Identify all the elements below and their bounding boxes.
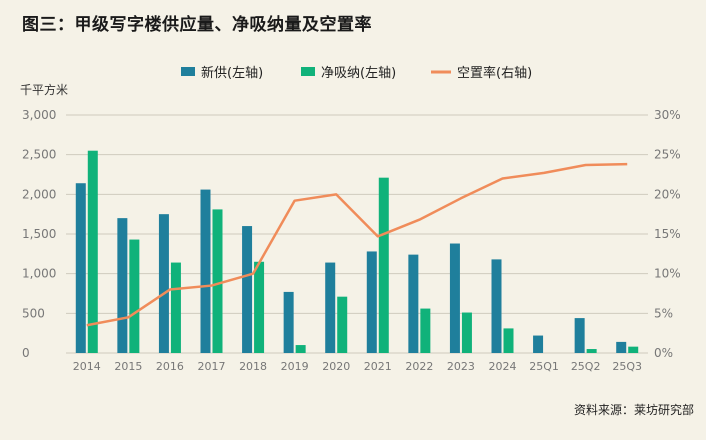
bar-supply (616, 341, 627, 353)
right-tick-label: 10% (654, 267, 681, 281)
bar-supply (533, 335, 544, 353)
legend-item: 空置率(右轴) (431, 65, 532, 81)
x-tick-label: 2022 (405, 360, 433, 373)
bar-supply (117, 218, 128, 353)
bar-supply (75, 183, 86, 353)
x-tick-label: 2019 (281, 360, 309, 373)
grid-lines (66, 114, 648, 354)
x-tick-label: 2021 (364, 360, 392, 373)
left-tick-label: 3,000 (22, 108, 56, 122)
bar-absorption (170, 262, 181, 353)
left-tick-label: 500 (22, 306, 45, 320)
x-tick-label: 2020 (322, 360, 350, 373)
bar-absorption (254, 261, 265, 353)
x-tick-label: 25Q1 (529, 360, 559, 373)
left-tick-label: 1,500 (22, 227, 56, 241)
legend-label: 新供(左轴) (201, 65, 263, 81)
x-tick-label: 2023 (447, 360, 475, 373)
bar-absorption (628, 346, 639, 353)
x-tick-label: 2015 (114, 360, 142, 373)
left-axis: 0 500 1,000 1,500 2,000 2,500 3,000 (22, 108, 56, 360)
bar-supply (449, 243, 460, 353)
left-tick-label: 0 (22, 346, 30, 360)
bar-supply (574, 318, 585, 353)
bar-absorption (129, 239, 140, 353)
vacancy-line-path (86, 162, 628, 327)
bar-supply (200, 189, 211, 353)
legend-label: 空置率(右轴) (457, 65, 532, 81)
legend: 新供(左轴) 净吸纳(左轴) 空置率(右轴) (181, 65, 532, 81)
right-tick-label: 15% (654, 227, 681, 241)
right-tick-label: 0% (654, 346, 673, 360)
bar-absorption (378, 177, 389, 353)
legend-item: 新供(左轴) (181, 65, 263, 81)
vacancy-line (86, 162, 628, 327)
bar-supply (283, 291, 294, 353)
right-tick-label: 30% (654, 108, 681, 122)
left-axis-label: 千平方米 (20, 82, 68, 97)
bar-supply (242, 226, 253, 353)
x-axis: 2014 2015 2016 2017 2018 2019 2020 2021 2022 2023… (73, 360, 642, 373)
bar-supply (325, 262, 336, 353)
left-tick-label: 2,500 (22, 148, 56, 162)
chart-title: 图三：甲级写字楼供应量、净吸纳量及空置率 (22, 15, 372, 35)
bar-supply (158, 214, 169, 353)
bar-absorption (295, 345, 306, 353)
x-tick-label: 25Q2 (571, 360, 601, 373)
bar-absorption (420, 308, 431, 353)
x-tick-label: 2016 (156, 360, 184, 373)
bar-supply (366, 251, 377, 353)
bar-supply (491, 259, 502, 353)
bar-absorption (212, 209, 223, 353)
legend-swatch (301, 67, 315, 76)
source-note: 资料来源：莱坊研究部 (573, 403, 694, 417)
bar-supply (408, 254, 419, 353)
left-tick-label: 1,000 (22, 267, 56, 281)
right-axis: 0% 5% 10% 15% 20% 25% 30% (654, 108, 681, 360)
right-tick-label: 5% (654, 306, 673, 320)
left-tick-label: 2,000 (22, 187, 56, 201)
legend-label: 净吸纳(左轴) (321, 66, 396, 81)
x-tick-label: 2014 (73, 360, 101, 373)
legend-swatch (181, 67, 195, 76)
x-tick-label: 2024 (489, 360, 517, 373)
right-tick-label: 20% (654, 187, 681, 201)
right-tick-label: 25% (654, 148, 681, 162)
bar-absorption (503, 328, 514, 353)
bar-absorption (87, 150, 98, 353)
bar-absorption (586, 349, 597, 353)
bar-absorption (461, 312, 472, 353)
bar-absorption (337, 296, 348, 353)
x-tick-label: 25Q3 (612, 360, 642, 373)
legend-item: 净吸纳(左轴) (301, 66, 396, 81)
x-tick-label: 2018 (239, 360, 267, 373)
bars (75, 150, 639, 353)
x-tick-label: 2017 (198, 360, 226, 373)
